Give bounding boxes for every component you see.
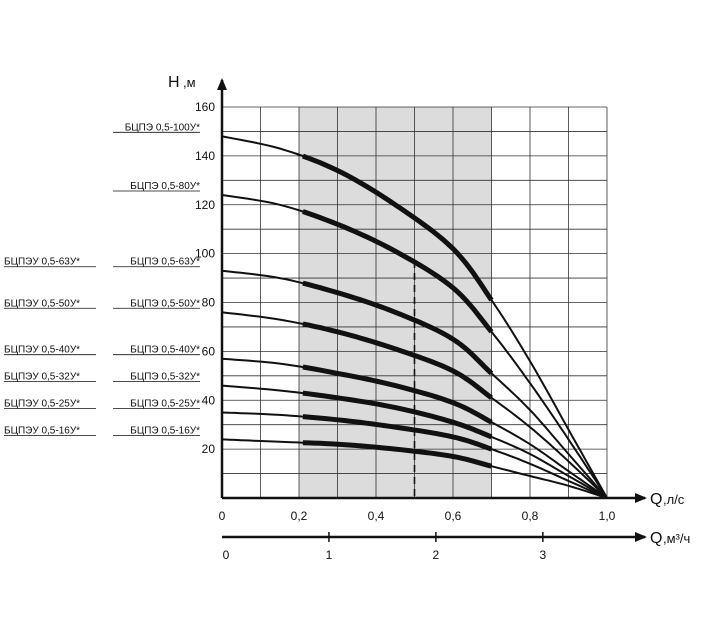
pump-curve-working-segment bbox=[302, 321, 493, 400]
pump-curve-working-segment bbox=[302, 280, 494, 376]
x-tick-label: 0 bbox=[219, 509, 226, 523]
x-axis-title: Q bbox=[650, 491, 662, 508]
y-tick-label: 40 bbox=[202, 393, 216, 407]
y-tick-label: 140 bbox=[195, 149, 215, 163]
x-axis-unit: ,л/с bbox=[663, 492, 685, 507]
x2-axis-unit: ,м³/ч bbox=[663, 531, 690, 546]
series-label: БЦПЭ 0,5-50У* bbox=[130, 298, 200, 309]
x-tick-label: 0,8 bbox=[522, 509, 539, 523]
pump-curve-working-segment bbox=[302, 153, 494, 302]
series-label: БЦПЭ 0,5-16У* bbox=[130, 425, 200, 436]
series-label: БЦПЭ 0,5-100У* bbox=[125, 122, 200, 133]
series-label: БЦПЭ 0,5-40У* bbox=[130, 345, 200, 356]
x-tick-label: 0,4 bbox=[368, 509, 385, 523]
series-label-alt: БЦПЭУ 0,5-25У* bbox=[4, 398, 80, 409]
x-tick-label: 0,2 bbox=[291, 509, 308, 523]
x2-tick-label: 1 bbox=[326, 548, 333, 562]
pump-curve-working-segment bbox=[302, 364, 493, 425]
y-axis-unit: ,м bbox=[183, 75, 196, 90]
series-label: БЦПЭ 0,5-63У* bbox=[130, 257, 200, 268]
x2-tick-label: 3 bbox=[539, 548, 546, 562]
series-label-alt: БЦПЭУ 0,5-50У* bbox=[4, 298, 80, 309]
series-label: БЦПЭ 0,5-25У* bbox=[130, 398, 200, 409]
x-tick-label: 0,6 bbox=[445, 509, 462, 523]
x2-tick-label: 2 bbox=[433, 548, 440, 562]
x2-tick-label: 0 bbox=[223, 548, 230, 562]
series-label-alt: БЦПЭУ 0,5-16У* bbox=[4, 425, 80, 436]
pump-curve-working-segment bbox=[302, 209, 494, 334]
series-label: БЦПЭ 0,5-80У* bbox=[130, 181, 200, 192]
y-tick-label: 100 bbox=[195, 247, 215, 261]
series-label-alt: БЦПЭУ 0,5-32У* bbox=[4, 372, 80, 383]
pump-curve-working-segment bbox=[302, 390, 493, 440]
x2-axis-title: Q bbox=[650, 530, 662, 547]
series-label: БЦПЭ 0,5-32У* bbox=[130, 372, 200, 383]
y-tick-label: 120 bbox=[195, 198, 215, 212]
y-tick-label: 160 bbox=[195, 100, 215, 114]
series-label-alt: БЦПЭУ 0,5-40У* bbox=[4, 345, 80, 356]
series-label-alt: БЦПЭУ 0,5-63У* bbox=[4, 257, 80, 268]
pump-curve-working-segment bbox=[302, 414, 493, 452]
y-axis-title: Н bbox=[168, 74, 180, 91]
pump-curve-working-segment bbox=[302, 440, 493, 469]
y-tick-label: 60 bbox=[202, 344, 216, 358]
x-tick-label: 1,0 bbox=[599, 509, 616, 523]
y-tick-label: 20 bbox=[202, 442, 216, 456]
y-tick-label: 80 bbox=[202, 296, 216, 310]
